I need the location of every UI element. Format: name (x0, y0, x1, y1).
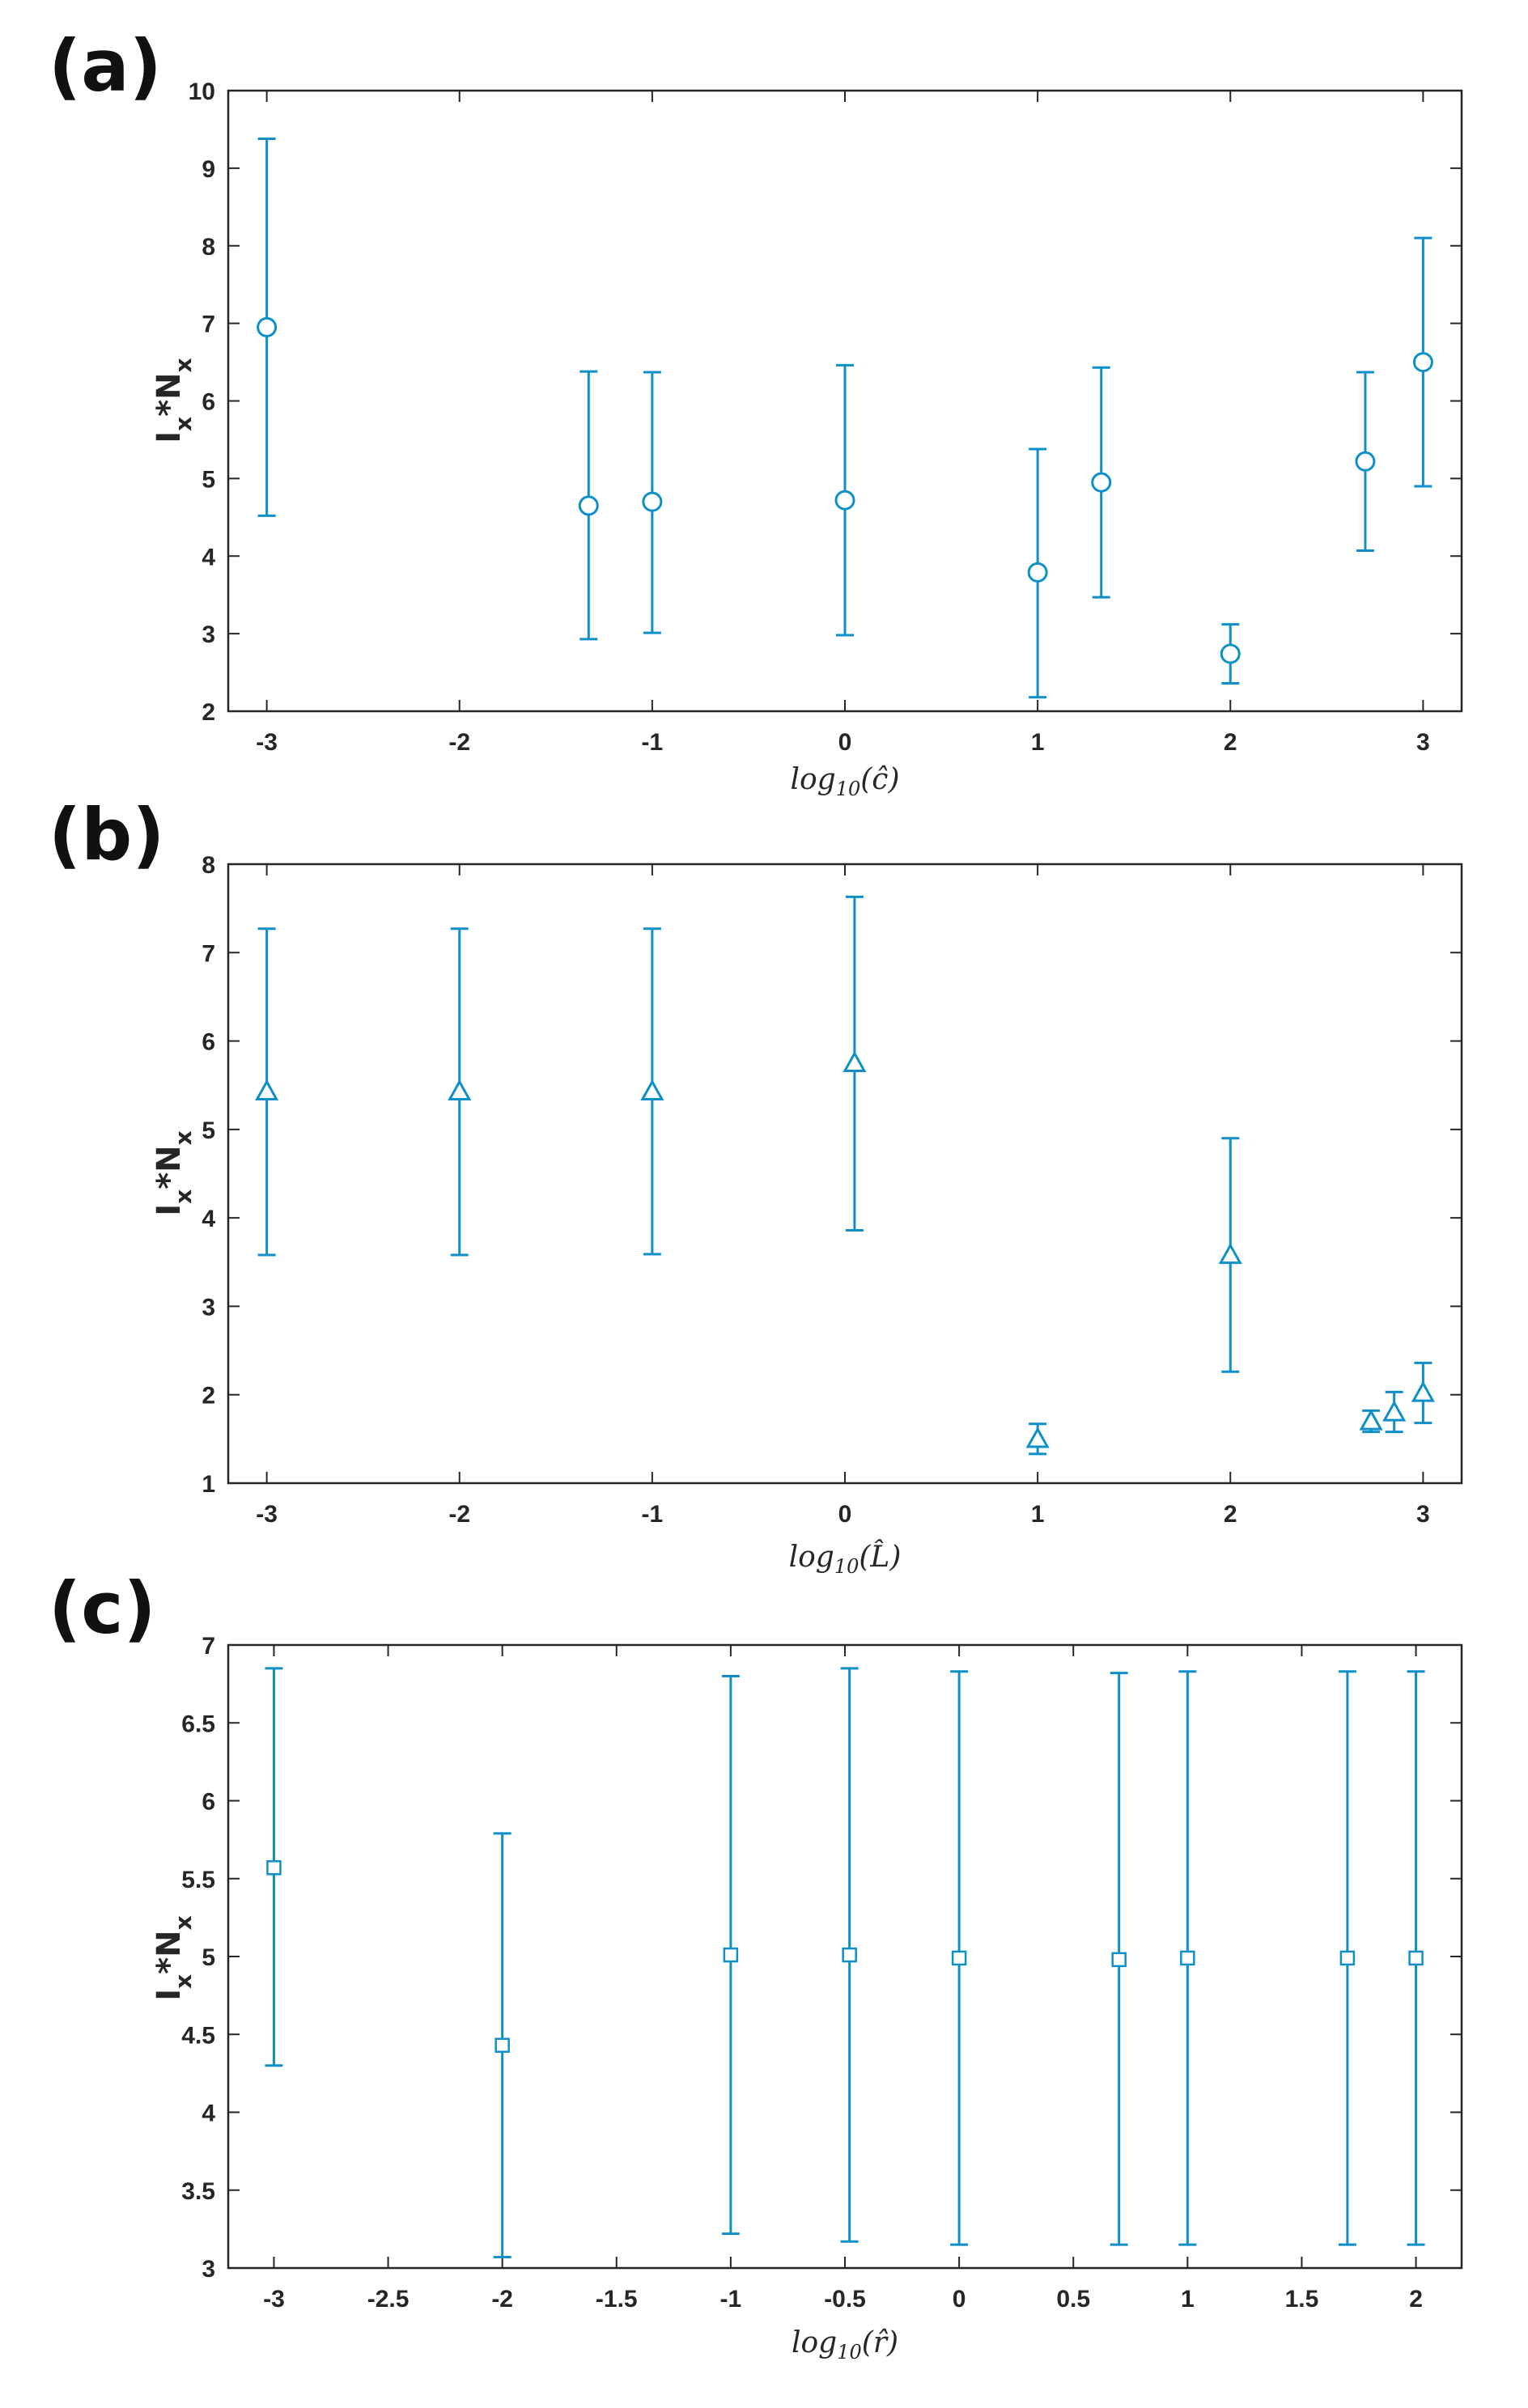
y-tick-label: 10 (189, 78, 215, 105)
x-tick-label: -3 (256, 1501, 278, 1528)
y-tick-label: 5 (202, 1117, 215, 1144)
data-point-square (494, 2037, 510, 2053)
panel-a-marks (257, 137, 1433, 699)
data-point-circle (257, 316, 278, 337)
y-tick-label: 1 (202, 1471, 215, 1498)
x-tick-label: 1 (1031, 729, 1045, 756)
panel-c-ticks: -3 -2.5 -2 -1.5 -1 -0.5 0 0.5 1 1.5 2 3 3.5 4 4.5 5 5.5 6… (181, 1633, 1462, 2313)
data-point-square (951, 1950, 967, 1966)
x-tick-label: -2 (448, 729, 470, 756)
data-point-triangle (640, 1079, 664, 1100)
x-tick-label: 3 (1416, 1501, 1430, 1528)
data-point-circle (1412, 352, 1433, 373)
panel-b: (b) -3 -2 -1 0 1 2 3 1 2 3 4 5 6 7 8 Ix*Nx log10(L̂) (49, 793, 1463, 1578)
panel-a-y-axis-label: Ix*Nx (151, 358, 197, 443)
x-tick-label: 0 (838, 729, 852, 756)
x-tick-label: -3 (256, 729, 278, 756)
y-tick-label: 3 (202, 2256, 215, 2283)
x-tick-label: -1 (642, 1501, 664, 1528)
data-point-square (1339, 1950, 1356, 1966)
panel-b-ticks: -3 -2 -1 0 1 2 3 1 2 3 4 5 6 7 8 (202, 852, 1462, 1528)
panel-c-marks (265, 1667, 1425, 2259)
y-tick-label: 6 (202, 1789, 215, 1816)
y-tick-label: 4 (202, 2101, 215, 2127)
data-point-circle (834, 490, 855, 511)
data-point-triangle (255, 1079, 279, 1100)
y-tick-label: 6 (202, 389, 215, 416)
panel-a-x-axis-label: log10(ĉ) (790, 763, 899, 800)
panel-b-label: (b) (49, 793, 164, 876)
x-tick-label: -2.5 (367, 2286, 410, 2313)
data-point-square (1111, 1952, 1127, 1968)
data-point-triangle (1218, 1242, 1242, 1265)
y-tick-label: 4 (202, 544, 215, 570)
panel-a-ticks: -3 -2 -1 0 1 2 3 2 3 4 5 6 7 8 9 10 (189, 78, 1462, 756)
panel-a: (a) -3 -2 -1 0 1 2 3 2 3 4 5 6 7 8 9 10 Ix*Nx log10(ĉ) (49, 24, 1463, 800)
y-tick-label: 8 (202, 852, 215, 879)
y-tick-label: 3.5 (181, 2178, 215, 2205)
x-tick-label: -3 (263, 2286, 285, 2313)
panel-a-label: (a) (49, 24, 162, 108)
panel-c-label: (c) (49, 1566, 156, 1650)
x-tick-label: 0 (953, 2286, 966, 2313)
y-tick-label: 5.5 (181, 1867, 215, 1893)
y-tick-label: 4 (202, 1206, 215, 1232)
data-point-circle (1091, 472, 1112, 493)
data-point-circle (642, 491, 663, 512)
panel-c-y-axis-label: Ix*Nx (151, 1915, 197, 2000)
x-tick-label: 2 (1224, 1501, 1237, 1528)
panel-b-marks (255, 895, 1435, 1456)
y-tick-label: 6.5 (181, 1711, 215, 1737)
x-tick-label: -1 (642, 729, 664, 756)
data-point-square (266, 1860, 282, 1876)
data-point-triangle (843, 1050, 867, 1072)
y-tick-label: 8 (202, 234, 215, 261)
data-point-triangle (448, 1079, 472, 1100)
x-tick-label: 0 (838, 1501, 852, 1528)
y-tick-label: 2 (202, 1383, 215, 1410)
panel-c-x-axis-label: log10(r̂) (792, 2326, 898, 2363)
data-point-triangle (1359, 1409, 1383, 1431)
data-point-triangle (1025, 1427, 1050, 1448)
y-tick-label: 7 (202, 312, 215, 338)
y-tick-label: 9 (202, 156, 215, 183)
x-tick-label: -0.5 (824, 2286, 866, 2313)
y-tick-label: 5 (202, 1944, 215, 1971)
panel-b-x-axis-label: log10(L̂) (789, 1539, 902, 1578)
panel-b-axes-box (227, 863, 1463, 1485)
data-point-circle (1220, 643, 1241, 664)
data-point-circle (578, 495, 599, 516)
x-tick-label: 2 (1224, 729, 1237, 756)
x-tick-label: -2 (448, 1501, 470, 1528)
y-tick-label: 7 (202, 1633, 215, 1660)
y-tick-label: 3 (202, 621, 215, 648)
x-tick-label: 0.5 (1056, 2286, 1090, 2313)
x-tick-label: 1.5 (1285, 2286, 1319, 2313)
data-point-triangle (1411, 1380, 1435, 1402)
data-point-square (842, 1947, 857, 1963)
y-tick-label: 5 (202, 466, 215, 493)
data-point-square (1408, 1950, 1424, 1966)
y-tick-label: 4.5 (181, 2022, 215, 2049)
panel-b-y-axis-label: Ix*Nx (151, 1130, 197, 1215)
y-tick-label: 6 (202, 1029, 215, 1056)
x-tick-label: -1.5 (596, 2286, 638, 2313)
y-tick-label: 3 (202, 1294, 215, 1321)
x-tick-label: 1 (1031, 1501, 1045, 1528)
data-point-triangle (1382, 1400, 1407, 1422)
x-tick-label: 3 (1416, 729, 1430, 756)
x-tick-label: 2 (1409, 2286, 1423, 2313)
y-tick-label: 2 (202, 699, 215, 726)
x-tick-label: -1 (720, 2286, 742, 2313)
x-tick-label: -2 (491, 2286, 513, 2313)
panel-c: (c) -3 -2.5 -2 -1.5 -1 -0.5 0 0.5 1 1.5 2 3 3.5 4 4.5 5… (49, 1566, 1463, 2363)
data-point-circle (1027, 562, 1048, 583)
data-point-square (723, 1947, 739, 1963)
x-tick-label: 1 (1181, 2286, 1195, 2313)
y-tick-label: 7 (202, 940, 215, 967)
data-point-square (1180, 1950, 1195, 1966)
data-point-circle (1355, 451, 1376, 472)
